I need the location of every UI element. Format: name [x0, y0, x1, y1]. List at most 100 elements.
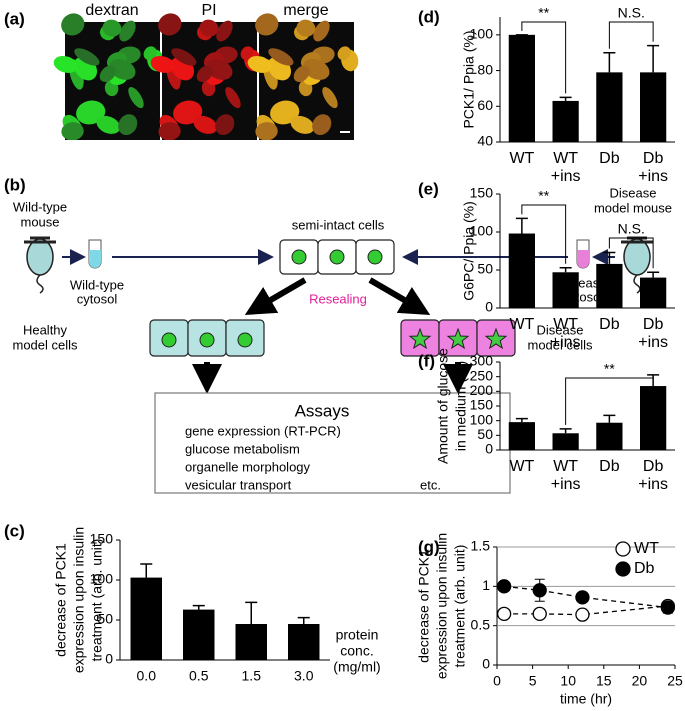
error-bar: [603, 414, 616, 423]
bar: [235, 624, 267, 660]
error-bar: [559, 266, 572, 273]
y-axis-label: expression upon insulin: [71, 527, 87, 673]
bracket: [521, 204, 567, 264]
image-label: merge: [283, 2, 328, 19]
y-axis-label: PCK1/ Ppia (%): [461, 30, 477, 128]
marker: [575, 607, 590, 622]
label: model mouse: [594, 200, 672, 215]
panel-label: (c): [4, 521, 25, 540]
bar: [183, 609, 215, 660]
micrographs: [53, 13, 359, 140]
cell: [270, 100, 300, 125]
label: etc.: [420, 477, 441, 492]
y-tick-label: 80: [477, 61, 493, 77]
cell: [225, 87, 241, 109]
label: semi-intact cells: [292, 217, 385, 232]
bar: [508, 233, 535, 308]
error-bar: [245, 601, 258, 624]
label: cytosol: [77, 291, 118, 306]
y-tick-label: 1.5: [471, 538, 491, 554]
error-bar: [140, 563, 153, 578]
y-tick-label: 100: [470, 411, 494, 427]
bar: [508, 422, 535, 450]
cell: [206, 58, 233, 80]
y-axis-label: treatment (arb. unit): [452, 545, 468, 668]
bar: [130, 577, 162, 660]
y-tick-label: 40: [477, 133, 493, 149]
y-tick-label: 60: [477, 97, 493, 113]
y-tick-label: 50: [97, 611, 113, 627]
y-tick-label: 150: [470, 397, 494, 413]
error-bar: [647, 374, 660, 387]
cell: [119, 20, 136, 42]
image-label: PI: [201, 2, 216, 19]
cell: [99, 65, 116, 83]
x-tick-label: +ins: [638, 476, 668, 493]
x-tick-label: WT: [553, 458, 578, 475]
x-tick-label: 0.0: [137, 668, 157, 684]
cell: [290, 115, 315, 134]
bracket: [521, 21, 567, 94]
error-bar: [647, 44, 660, 73]
annotation: N.S.: [618, 221, 645, 237]
y-axis-label: in medium (%): [453, 361, 469, 451]
cell: [322, 87, 338, 109]
cell: [143, 46, 157, 61]
cell: [296, 19, 316, 37]
error-bar: [297, 616, 310, 624]
error-bar: [192, 604, 205, 610]
cell: [76, 100, 106, 125]
cell: [109, 58, 136, 80]
label: Assays: [295, 401, 350, 420]
cell: [173, 100, 203, 125]
y-axis-label: treatment (arb. unit): [89, 539, 105, 662]
x-tick-label: 20: [632, 673, 648, 689]
x-tick-label: +ins: [638, 334, 668, 351]
y-tick-label: 300: [470, 353, 494, 369]
x-axis-label: time (hr): [560, 691, 612, 707]
y-axis-label: expression upon insulin: [434, 533, 450, 679]
x-tick-label: Db: [599, 316, 620, 333]
label: model cells: [12, 337, 78, 352]
x-tick-label: 1.5: [242, 668, 262, 684]
y-tick-label: 0: [105, 651, 113, 667]
x-axis-label: protein: [336, 627, 379, 643]
panel-label: (b): [4, 175, 26, 194]
error-bar: [647, 271, 660, 278]
legend-label: Db: [634, 560, 655, 577]
label: organelle morphology: [185, 459, 311, 474]
y-tick-label: 100: [470, 26, 494, 42]
label: model cells: [527, 337, 593, 352]
y-tick-label: 200: [470, 382, 494, 398]
cell: [216, 20, 233, 42]
cell: [150, 55, 175, 73]
cell: [268, 48, 294, 66]
label: Wild-type: [13, 199, 67, 214]
cell: [196, 65, 213, 83]
cell: [199, 19, 219, 37]
cell: [240, 46, 254, 61]
cell: [312, 114, 332, 136]
x-tick-label: 0.5: [189, 668, 209, 684]
cell: [74, 48, 100, 66]
y-tick-label: 0: [485, 299, 493, 315]
cell: [102, 19, 122, 37]
error-bar: [515, 417, 528, 423]
annotation: **: [538, 5, 549, 21]
bar: [552, 100, 579, 142]
legend-marker: [615, 541, 631, 557]
cell: [303, 58, 330, 80]
bar: [596, 263, 623, 308]
y-tick-label: 0.5: [471, 616, 491, 632]
x-tick-label: 3.0: [294, 668, 314, 684]
marker: [532, 583, 547, 598]
bar: [552, 433, 579, 450]
y-tick-label: 0: [482, 656, 490, 672]
bar: [508, 34, 535, 142]
cell: [293, 65, 310, 83]
y-tick-label: 150: [90, 531, 114, 547]
x-tick-label: +ins: [551, 334, 581, 351]
x-tick-label: WT: [509, 458, 534, 475]
cell: [128, 87, 144, 109]
cell: [247, 55, 272, 73]
